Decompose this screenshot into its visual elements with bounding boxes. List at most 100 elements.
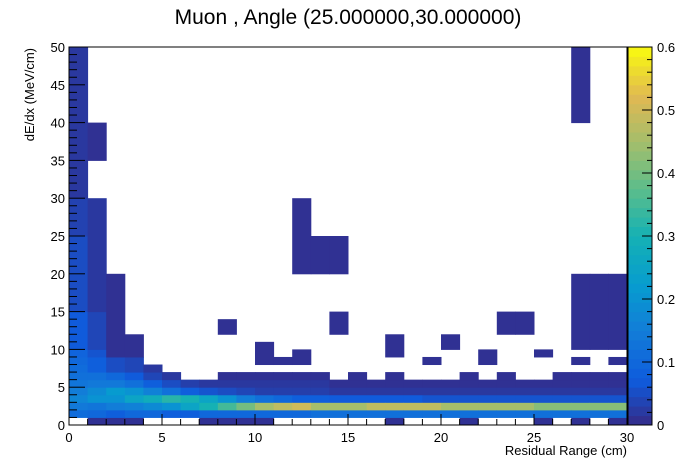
heatmap-cell [329, 402, 349, 411]
heatmap-cell [348, 402, 368, 411]
heatmap-cell [496, 311, 516, 335]
palette-band [628, 226, 652, 237]
x-tick-label: 20 [434, 430, 448, 445]
heatmap-cell [217, 379, 237, 388]
palette-band [628, 264, 652, 275]
heatmap-cell [329, 379, 349, 388]
heatmap-cell [143, 372, 163, 381]
heatmap-cell [69, 387, 89, 396]
z-tick-label: 0 [657, 418, 664, 433]
heatmap-cell [403, 379, 423, 388]
heatmap-cell [143, 387, 163, 396]
palette-band [628, 217, 652, 228]
heatmap-cell [273, 372, 293, 381]
palette-band [628, 75, 652, 86]
heatmap-cell [515, 311, 535, 335]
heatmap-cell [106, 387, 126, 396]
heatmap-cell [496, 379, 516, 388]
palette-band [628, 188, 652, 199]
heatmap-cell [180, 379, 200, 388]
heatmap-cell [478, 394, 498, 403]
heatmap-cell [273, 387, 293, 396]
palette-band [628, 283, 652, 294]
heatmap-cell [87, 402, 107, 411]
heatmap-cell [87, 409, 107, 418]
heatmap-cell [199, 387, 219, 396]
heatmap-cell [589, 409, 609, 418]
heatmap-cell [608, 417, 628, 426]
heatmap-cell [571, 379, 591, 388]
heatmap-cell [608, 273, 628, 350]
heatmap-cell [292, 349, 312, 366]
heatmap-cell [366, 379, 386, 388]
heatmap-cell [236, 387, 256, 396]
heatmap-cell [608, 394, 628, 403]
heatmap-cell [236, 394, 256, 403]
heatmap-cell [348, 394, 368, 403]
heatmap-cell [69, 394, 89, 403]
palette-band [628, 84, 652, 95]
heatmap-cell [571, 402, 591, 411]
heatmap-cell [87, 349, 107, 358]
heatmap-cell [534, 402, 554, 411]
heatmap-cell [162, 387, 182, 396]
heatmap-cell [310, 409, 330, 418]
palette-band [628, 273, 652, 284]
heatmap-cell [329, 394, 349, 403]
heatmap-cell [255, 341, 275, 366]
palette-band [628, 56, 652, 67]
heatmap-cell [422, 394, 442, 403]
heatmap-cell [199, 379, 219, 388]
heatmap-cell [87, 356, 107, 373]
heatmap-cell [106, 356, 126, 373]
heatmap-cell [292, 379, 312, 388]
heatmap-cell [608, 372, 628, 381]
y-tick-label: 40 [51, 116, 65, 131]
heatmap-cell [87, 379, 107, 388]
heatmap-cell [366, 394, 386, 403]
heatmap-cell [422, 356, 442, 366]
heatmap-cell [236, 417, 256, 426]
palette-band [628, 150, 652, 161]
heatmap-cell [255, 387, 275, 396]
heatmap-cell [273, 394, 293, 403]
heatmap-cell [478, 349, 498, 366]
heatmap-cell [87, 372, 107, 381]
heatmap-cell [515, 402, 535, 411]
heatmap-cell [69, 356, 89, 366]
palette-band [628, 358, 652, 369]
palette-band [628, 122, 652, 133]
heatmap-cell [217, 372, 237, 381]
heatmap-cell [552, 372, 572, 381]
heatmap-cell [199, 402, 219, 411]
heatmap-cell [441, 334, 461, 350]
x-tick-label: 0 [65, 430, 72, 445]
heatmap-cell [459, 394, 479, 403]
y-tick-label: 20 [51, 267, 65, 282]
z-tick-label: 0.4 [657, 166, 675, 181]
heatmap-cell [496, 372, 516, 381]
heatmap-cell [422, 409, 442, 418]
y-tick-label: 10 [51, 342, 65, 357]
heatmap-cell [199, 394, 219, 403]
heatmap-cell [310, 387, 330, 396]
heatmap-cell [310, 402, 330, 411]
heatmap-cell [385, 334, 405, 358]
heatmap-cell [385, 379, 405, 388]
heatmap-cell [403, 387, 423, 396]
heatmap-cell [143, 409, 163, 418]
heatmap-cell [552, 394, 572, 403]
heatmap-cell [366, 387, 386, 396]
heatmap-cell [385, 394, 405, 403]
heatmap-cell [143, 379, 163, 388]
heatmap-cell [217, 387, 237, 396]
heatmap-cell [608, 402, 628, 411]
heatmap-cell [162, 394, 182, 403]
heatmap-cell [236, 379, 256, 388]
palette-band [628, 368, 652, 379]
heatmap-cell [255, 409, 275, 418]
heatmap-cell [124, 372, 144, 381]
heatmap-cell [292, 372, 312, 381]
heatmap-cell [217, 417, 237, 426]
heatmap-cell [106, 402, 126, 411]
